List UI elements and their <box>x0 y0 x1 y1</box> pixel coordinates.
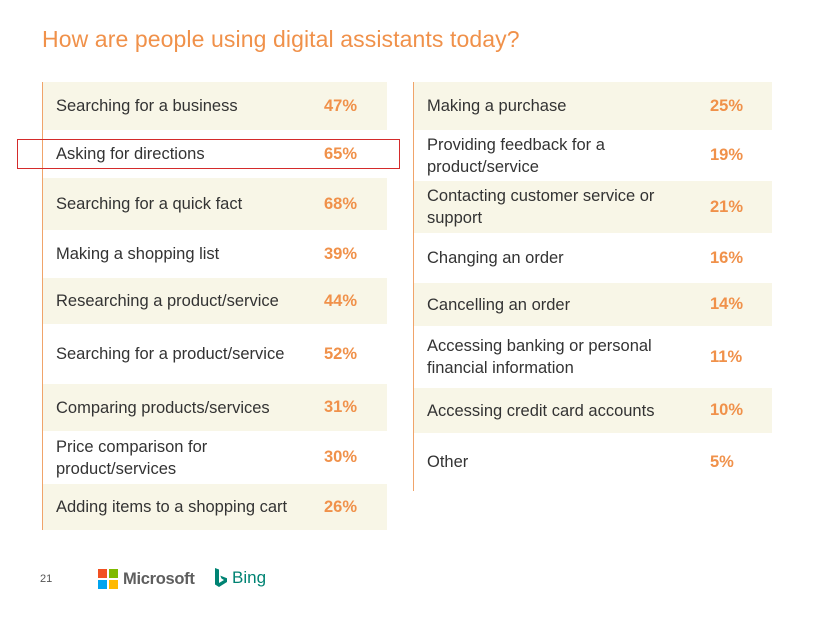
list-item: Changing an order 16% <box>414 233 772 283</box>
item-percent: 11% <box>710 347 743 366</box>
page-title: How are people using digital assistants … <box>42 26 520 52</box>
item-label: Searching for a business <box>56 97 238 115</box>
item-percent: 25% <box>710 96 744 115</box>
list-item: Adding items to a shopping cart 26% <box>43 484 387 530</box>
item-label: Accessing banking or personal financial … <box>427 337 652 377</box>
item-label: Providing feedback for a product/service <box>427 135 605 176</box>
item-percent: 26% <box>324 497 358 516</box>
item-percent: 47% <box>324 96 358 115</box>
list-item: Other 5% <box>414 433 772 491</box>
highlight-box <box>17 139 400 169</box>
item-percent: 21% <box>710 197 744 216</box>
bing-wordmark: Bing <box>232 568 267 587</box>
bing-logo: Bing <box>213 567 266 589</box>
list-item: Making a shopping list 39% <box>43 230 387 278</box>
item-percent: 5% <box>710 452 734 471</box>
item-label: Other <box>427 453 469 471</box>
item-label: Contacting customer service or support <box>427 187 655 227</box>
item-percent: 16% <box>710 248 744 267</box>
list-item: Searching for a quick fact 68% <box>43 178 387 230</box>
item-label: Comparing products/services <box>56 398 270 417</box>
item-percent: 65% <box>324 144 358 163</box>
list-item: Accessing banking or personal financial … <box>414 326 772 388</box>
list-item: Accessing credit card accounts 10% <box>414 388 772 433</box>
item-label: Making a shopping list <box>56 245 220 263</box>
list-item: Price comparison for product/services 30… <box>43 431 387 484</box>
right-usage-list: Making a purchase 25% Providing feedback… <box>413 82 772 491</box>
item-percent: 10% <box>710 401 744 419</box>
item-label: Accessing credit card accounts <box>427 401 655 420</box>
item-percent: 39% <box>324 244 358 263</box>
list-item: Asking for directions 65% <box>43 130 387 178</box>
list-item: Searching for a product/service 52% <box>43 324 387 384</box>
list-item: Searching for a business 47% <box>43 82 387 130</box>
list-item: Providing feedback for a product/service… <box>414 130 772 181</box>
item-percent: 31% <box>324 398 358 416</box>
list-item: Researching a product/service 44% <box>43 278 387 324</box>
item-label: Researching a product/service <box>56 292 279 310</box>
item-label: Searching for a product/service <box>56 345 285 363</box>
item-label: Asking for directions <box>56 145 205 163</box>
list-item: Comparing products/services 31% <box>43 384 387 431</box>
item-label: Changing an order <box>427 249 564 267</box>
microsoft-logo: Microsoft <box>98 569 195 589</box>
item-label: Price comparison for product/services <box>56 437 208 478</box>
bing-logo-icon <box>215 568 227 587</box>
item-label: Cancelling an order <box>427 295 571 314</box>
item-label: Adding items to a shopping cart <box>56 498 288 516</box>
item-percent: 68% <box>324 194 358 213</box>
item-percent: 44% <box>324 291 358 310</box>
item-percent: 30% <box>324 448 358 466</box>
list-item: Contacting customer service or support 2… <box>414 181 772 233</box>
item-percent: 52% <box>324 344 358 363</box>
page-number: 21 <box>40 573 53 585</box>
left-usage-list: Searching for a business 47% Asking for … <box>42 82 387 530</box>
item-percent: 14% <box>710 295 744 313</box>
microsoft-logo-icon <box>98 569 118 589</box>
list-item: Cancelling an order 14% <box>414 283 772 326</box>
item-label: Searching for a quick fact <box>56 195 243 213</box>
item-percent: 19% <box>710 146 744 164</box>
item-label: Making a purchase <box>427 97 567 115</box>
microsoft-wordmark: Microsoft <box>123 569 195 588</box>
list-item: Making a purchase 25% <box>414 82 772 130</box>
